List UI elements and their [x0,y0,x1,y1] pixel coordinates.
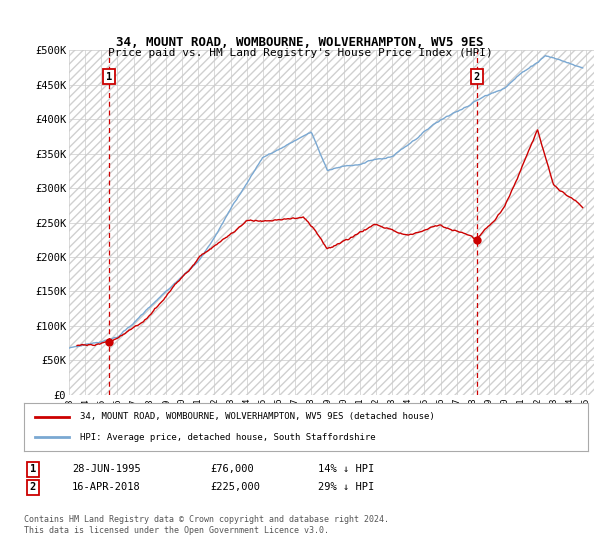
Text: £225,000: £225,000 [210,482,260,492]
Text: 16-APR-2018: 16-APR-2018 [72,482,141,492]
Text: 1: 1 [30,464,36,474]
Text: 28-JUN-1995: 28-JUN-1995 [72,464,141,474]
Text: 29% ↓ HPI: 29% ↓ HPI [318,482,374,492]
Text: HPI: Average price, detached house, South Staffordshire: HPI: Average price, detached house, Sout… [80,433,376,442]
Text: 34, MOUNT ROAD, WOMBOURNE, WOLVERHAMPTON, WV5 9ES: 34, MOUNT ROAD, WOMBOURNE, WOLVERHAMPTON… [116,35,484,49]
Text: 14% ↓ HPI: 14% ↓ HPI [318,464,374,474]
Text: This data is licensed under the Open Government Licence v3.0.: This data is licensed under the Open Gov… [24,526,329,535]
Text: 1: 1 [106,72,113,82]
Text: Price paid vs. HM Land Registry's House Price Index (HPI): Price paid vs. HM Land Registry's House … [107,48,493,58]
Text: Contains HM Land Registry data © Crown copyright and database right 2024.: Contains HM Land Registry data © Crown c… [24,515,389,524]
Text: 34, MOUNT ROAD, WOMBOURNE, WOLVERHAMPTON, WV5 9ES (detached house): 34, MOUNT ROAD, WOMBOURNE, WOLVERHAMPTON… [80,412,435,421]
Text: 2: 2 [30,482,36,492]
Text: £76,000: £76,000 [210,464,254,474]
Text: 2: 2 [474,72,480,82]
